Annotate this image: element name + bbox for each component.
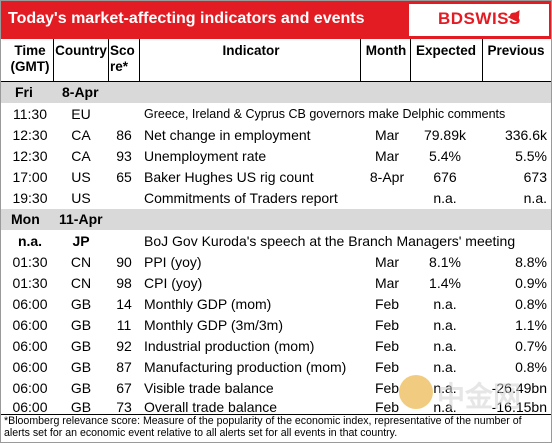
table-row: 19:30 US Commitments of Traders report n…	[12, 190, 547, 206]
table-row: 06:00 GB 11 Monthly GDP (3m/3m) Feb n.a.…	[12, 317, 547, 333]
col-divider	[53, 39, 54, 81]
page-title: Today's market-affecting indicators and …	[8, 10, 365, 27]
section-day: Fri	[15, 84, 33, 100]
table-row: 17:00 US 65 Baker Hughes US rig count 8-…	[12, 169, 547, 185]
col-score: Sco re*	[110, 43, 135, 74]
section-date: 11-Apr	[59, 211, 103, 227]
table-row: 06:00 GB 67 Visible trade balance Feb n.…	[12, 380, 547, 396]
col-expected: Expected	[415, 43, 477, 58]
table-row: 12:30 CA 93 Unemployment rate Mar 5.4% 5…	[12, 148, 547, 164]
col-previous: Previous	[487, 43, 545, 58]
table-row: n.a. JP BoJ Gov Kuroda's speech at the B…	[17, 233, 516, 249]
bdswiss-logo: BDSWISS	[409, 4, 549, 36]
footnote: *Bloomberg relevance score: Measure of t…	[4, 415, 522, 439]
col-divider	[482, 39, 483, 81]
col-indicator: Indicator	[222, 43, 280, 58]
table-row: 06:00 GB 92 Industrial production (mom) …	[12, 338, 547, 354]
col-month: Month	[365, 43, 407, 58]
col-divider	[139, 39, 140, 81]
watermark-logo-icon	[399, 375, 433, 409]
col-divider	[360, 39, 361, 81]
section-day: Mon	[11, 211, 40, 227]
section-header-fri: Fri 8-Apr	[1, 82, 551, 103]
table-row: 06:00 GB 73 Overall trade balance Feb n.…	[12, 399, 547, 415]
table-row: 11:30 EU Greece, Ireland & Cyprus CB gov…	[13, 106, 506, 122]
table-row: 01:30 CN 90 PPI (yoy) Mar 8.1% 8.8%	[12, 254, 547, 270]
section-date: 8-Apr	[62, 84, 99, 100]
col-country: Country	[55, 43, 107, 58]
footer-divider	[1, 414, 551, 415]
watermark: 中金网	[399, 373, 551, 421]
col-time: Time (GMT)	[10, 43, 50, 74]
col-divider	[108, 39, 109, 81]
table-row: 06:00 GB 14 Monthly GDP (mom) Feb n.a. 0…	[12, 296, 547, 312]
table-row: 06:00 GB 87 Manufacturing production (mo…	[12, 359, 547, 375]
table-row: 12:30 CA 86 Net change in employment Mar…	[12, 127, 547, 143]
col-divider	[410, 39, 411, 81]
logo-text: BDSWISS	[438, 9, 521, 28]
column-headers: Time (GMT) Country Sco re* Indicator Mon…	[1, 39, 551, 82]
section-header-mon: Mon 11-Apr	[1, 209, 551, 230]
title-bar: Today's market-affecting indicators and …	[1, 1, 551, 39]
watermark-text: 中金网	[437, 381, 522, 412]
table-row: 01:30 CN 98 CPI (yoy) Mar 1.4% 0.9%	[12, 275, 547, 291]
